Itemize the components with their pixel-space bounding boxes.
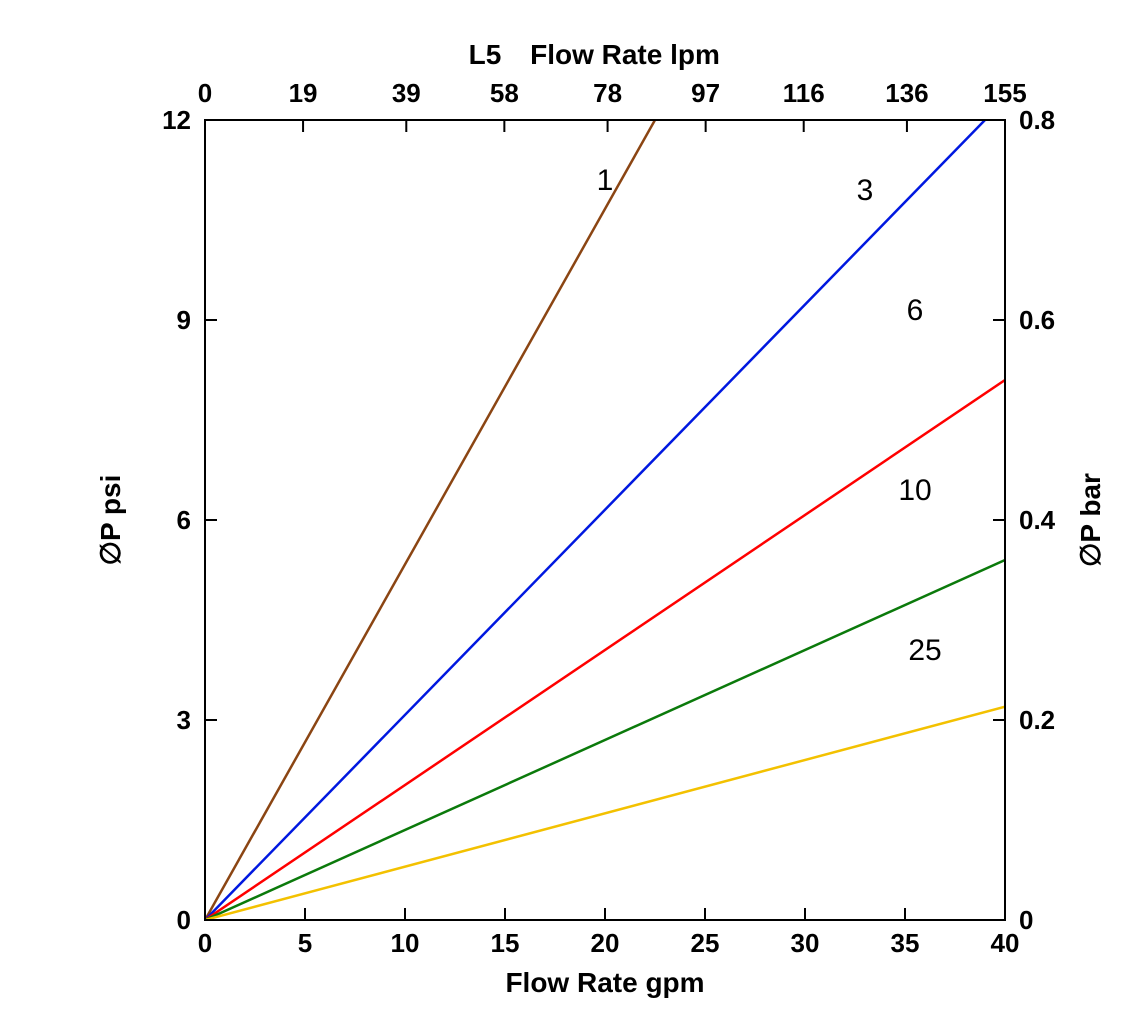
y-right-axis-label: ∅P bar (1075, 473, 1106, 567)
x-top-axis-label: Flow Rate lpm (530, 39, 720, 70)
x-bottom-tick-label: 25 (691, 928, 720, 958)
chart-svg: 0510152025303540Flow Rate gpm01939587897… (0, 0, 1140, 1030)
series-label: 6 (907, 294, 924, 327)
series-label: 3 (857, 174, 874, 207)
y-left-tick-label: 12 (162, 105, 191, 135)
y-left-axis-label: ∅P psi (95, 475, 126, 566)
y-right-tick-label: 0.4 (1019, 505, 1056, 535)
x-top-tick-label: 78 (593, 78, 622, 108)
x-top-tick-label: 39 (392, 78, 421, 108)
y-right-tick-label: 0.2 (1019, 705, 1055, 735)
x-top-tick-label: 136 (885, 78, 928, 108)
chart-background (0, 0, 1140, 1030)
series-label: 1 (597, 164, 614, 197)
x-bottom-tick-label: 30 (791, 928, 820, 958)
y-right-tick-label: 0.8 (1019, 105, 1055, 135)
x-top-tick-label: 58 (490, 78, 519, 108)
x-top-tick-label: 97 (691, 78, 720, 108)
series-label: 25 (908, 634, 941, 667)
y-left-tick-label: 9 (177, 305, 191, 335)
series-label: 10 (898, 474, 931, 507)
x-top-tick-label: 19 (289, 78, 318, 108)
chart-title-prefix: L5 (469, 39, 502, 70)
pressure-flow-chart: 0510152025303540Flow Rate gpm01939587897… (0, 0, 1140, 1030)
y-left-tick-label: 6 (177, 505, 191, 535)
x-top-tick-label: 155 (983, 78, 1026, 108)
x-top-tick-label: 0 (198, 78, 212, 108)
x-bottom-tick-label: 40 (991, 928, 1020, 958)
y-right-tick-label: 0.6 (1019, 305, 1055, 335)
x-bottom-tick-label: 10 (391, 928, 420, 958)
x-top-tick-label: 116 (783, 78, 825, 108)
x-bottom-tick-label: 15 (491, 928, 520, 958)
y-left-tick-label: 0 (177, 905, 191, 935)
y-right-tick-label: 0 (1019, 905, 1033, 935)
x-bottom-tick-label: 0 (198, 928, 212, 958)
x-bottom-tick-label: 20 (591, 928, 620, 958)
x-bottom-tick-label: 35 (891, 928, 920, 958)
x-bottom-tick-label: 5 (298, 928, 312, 958)
x-bottom-axis-label: Flow Rate gpm (505, 967, 704, 998)
y-left-tick-label: 3 (177, 705, 191, 735)
